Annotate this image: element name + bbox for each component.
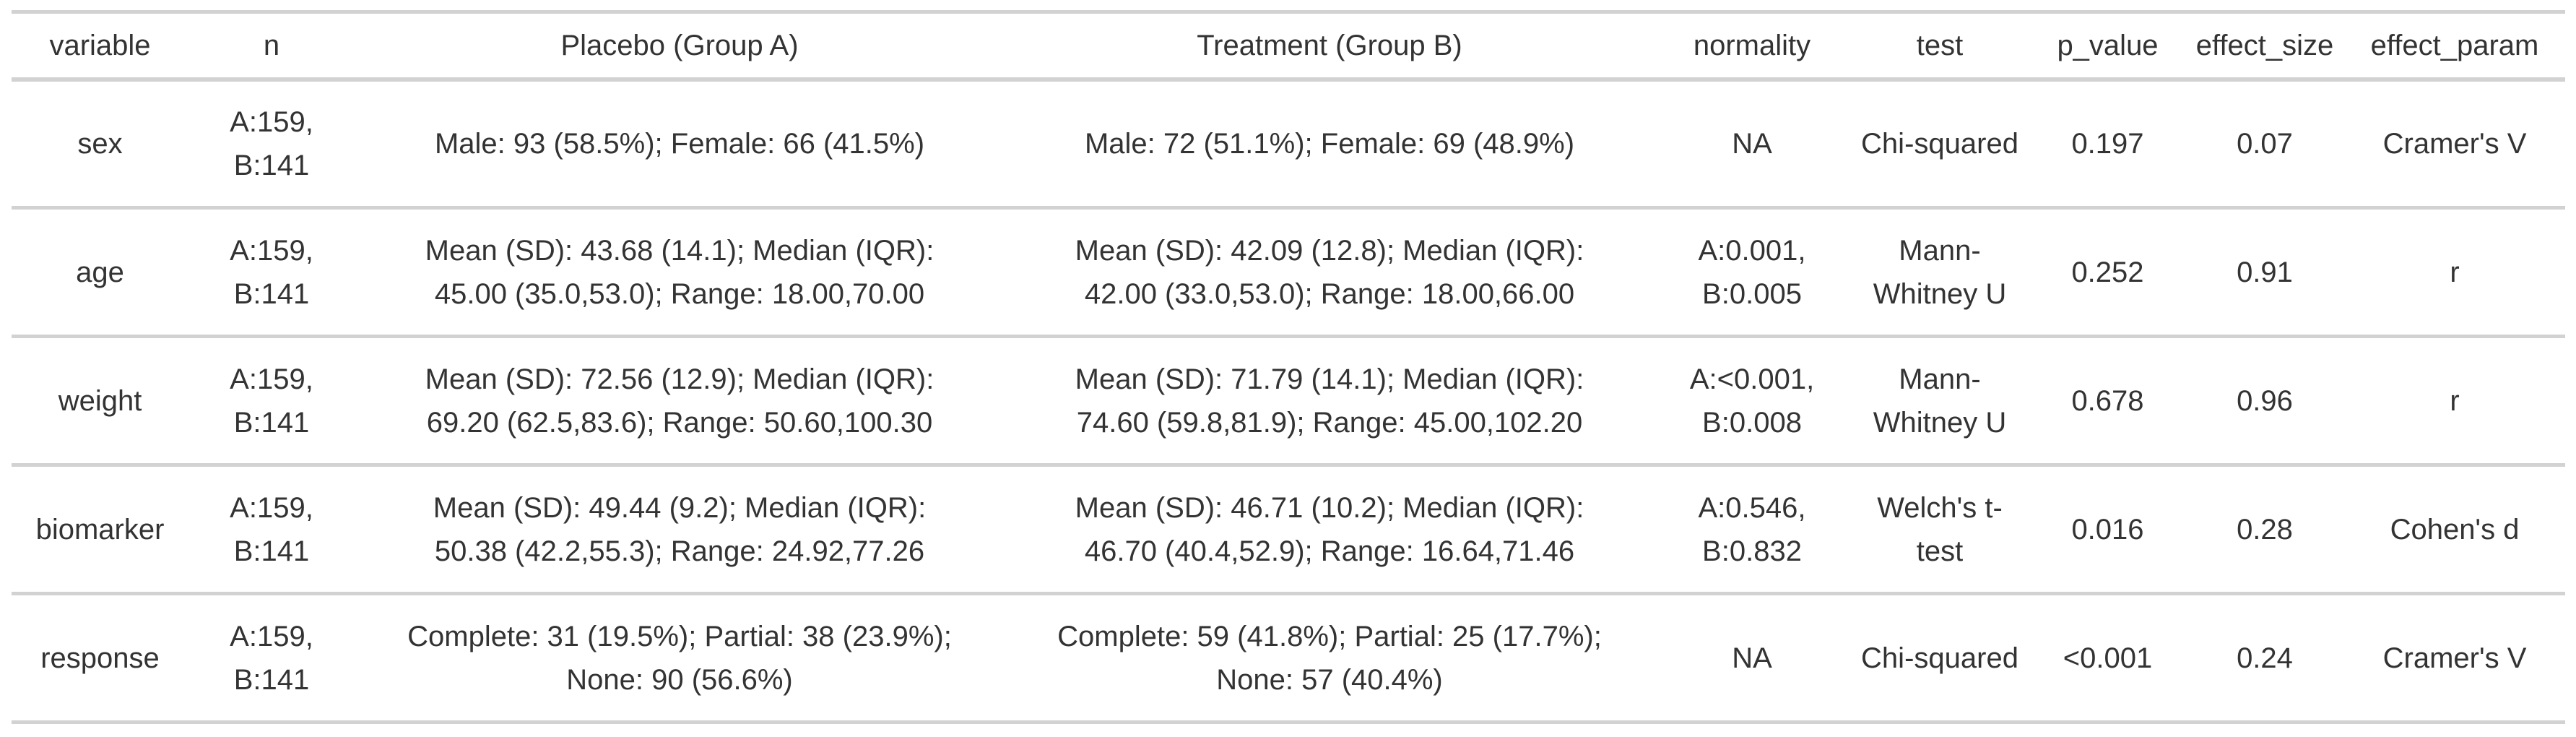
cell-age-effect-param: r: [2450, 256, 2460, 288]
summary-statistics-table: variable n Placebo (Group A) Treatment (…: [12, 10, 2565, 724]
cell-response-variable: response: [40, 642, 160, 674]
cell-weight-p-value: 0.678: [2071, 384, 2144, 417]
column-header-normality: normality: [1693, 29, 1811, 61]
column-header-group-b: Treatment (Group B): [1197, 29, 1462, 61]
cell-age-normality: A:0.001, B:0.005: [1698, 234, 1806, 310]
cell-response-group-a: Complete: 31 (19.5%); Partial: 38 (23.9%…: [407, 620, 952, 696]
cell-age-n: A:159, B:141: [230, 234, 313, 310]
cell-biomarker-group-b: Mean (SD): 46.71 (10.2); Median (IQR): 4…: [1075, 491, 1584, 567]
cell-weight-variable: weight: [58, 384, 142, 417]
cell-weight-effect-size: 0.96: [2237, 384, 2293, 417]
column-header-effect-param: effect_param: [2370, 29, 2539, 61]
cell-response-effect-param: Cramer's V: [2382, 642, 2527, 674]
cell-response-normality: NA: [1732, 642, 1772, 674]
cell-biomarker-group-a: Mean (SD): 49.44 (9.2); Median (IQR): 50…: [433, 491, 927, 567]
cell-age-effect-size: 0.91: [2237, 256, 2293, 288]
cell-response-effect-size: 0.24: [2237, 642, 2293, 674]
cell-sex-normality: NA: [1732, 127, 1772, 160]
cell-age-group-a: Mean (SD): 43.68 (14.1); Median (IQR): 4…: [425, 234, 934, 310]
cell-biomarker-normality: A:0.546, B:0.832: [1698, 491, 1806, 567]
cell-weight-n: A:159, B:141: [230, 363, 313, 439]
cell-sex-variable: sex: [77, 127, 123, 160]
cell-biomarker-effect-param: Cohen's d: [2390, 513, 2520, 546]
cell-age-test: Mann- Whitney U: [1873, 234, 2007, 310]
column-header-n: n: [263, 29, 280, 61]
cell-biomarker-test: Welch's t- test: [1877, 491, 2003, 567]
cell-biomarker-variable: biomarker: [35, 513, 165, 546]
header-row: variable n Placebo (Group A) Treatment (…: [12, 12, 2565, 79]
table-row-response: response A:159, B:141 Complete: 31 (19.5…: [12, 593, 2565, 723]
cell-biomarker-effect-size: 0.28: [2237, 513, 2293, 546]
cell-biomarker-p-value: 0.016: [2071, 513, 2144, 546]
table-row-biomarker: biomarker A:159, B:141 Mean (SD): 49.44 …: [12, 465, 2565, 594]
column-header-variable: variable: [49, 29, 151, 61]
summary-statistics-table-container: variable n Placebo (Group A) Treatment (…: [12, 10, 2565, 724]
cell-response-test: Chi-squared: [1861, 642, 2018, 674]
cell-biomarker-n: A:159, B:141: [230, 491, 313, 567]
cell-sex-effect-size: 0.07: [2237, 127, 2293, 160]
column-header-test: test: [1916, 29, 1964, 61]
cell-response-p-value: <0.001: [2063, 642, 2153, 674]
cell-weight-group-a: Mean (SD): 72.56 (12.9); Median (IQR): 6…: [425, 363, 934, 439]
cell-sex-group-b: Male: 72 (51.1%); Female: 69 (48.9%): [1084, 127, 1575, 160]
cell-age-group-b: Mean (SD): 42.09 (12.8); Median (IQR): 4…: [1075, 234, 1584, 310]
table-row-age: age A:159, B:141 Mean (SD): 43.68 (14.1)…: [12, 207, 2565, 337]
cell-weight-group-b: Mean (SD): 71.79 (14.1); Median (IQR): 7…: [1075, 363, 1584, 439]
cell-sex-effect-param: Cramer's V: [2382, 127, 2527, 160]
cell-age-p-value: 0.252: [2071, 256, 2144, 288]
cell-response-group-b: Complete: 59 (41.8%); Partial: 25 (17.7%…: [1057, 620, 1602, 696]
cell-sex-n: A:159, B:141: [230, 105, 313, 181]
cell-age-variable: age: [76, 256, 124, 288]
table-row-sex: sex A:159, B:141 Male: 93 (58.5%); Femal…: [12, 79, 2565, 208]
column-header-group-a: Placebo (Group A): [560, 29, 799, 61]
cell-weight-effect-param: r: [2450, 384, 2460, 417]
cell-weight-test: Mann- Whitney U: [1873, 363, 2007, 439]
cell-sex-p-value: 0.197: [2071, 127, 2144, 160]
column-header-p-value: p_value: [2057, 29, 2159, 61]
table-row-weight: weight A:159, B:141 Mean (SD): 72.56 (12…: [12, 336, 2565, 465]
cell-sex-test: Chi-squared: [1861, 127, 2018, 160]
cell-weight-normality: A:<0.001, B:0.008: [1689, 363, 1815, 439]
cell-response-n: A:159, B:141: [230, 620, 313, 696]
column-header-effect-size: effect_size: [2195, 29, 2334, 61]
cell-sex-group-a: Male: 93 (58.5%); Female: 66 (41.5%): [434, 127, 925, 160]
